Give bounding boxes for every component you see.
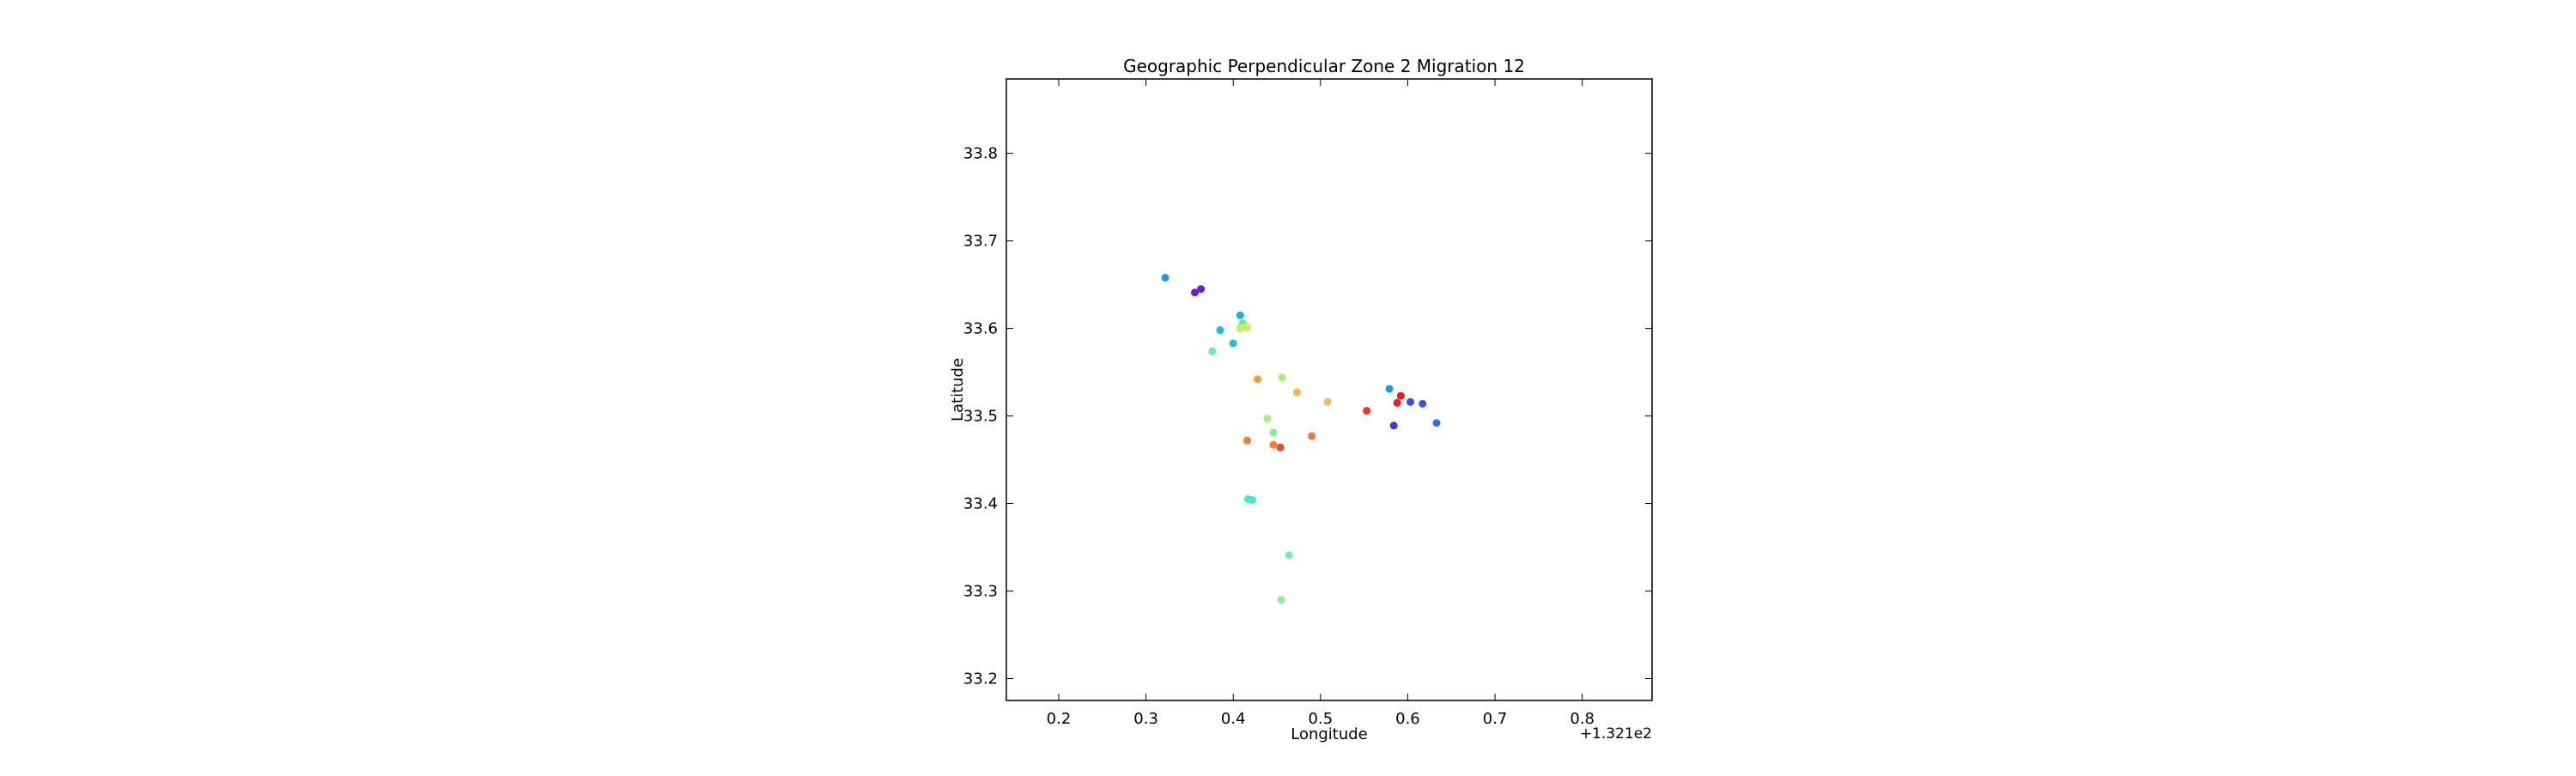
data-point (1292, 388, 1301, 397)
data-point (1419, 399, 1427, 408)
data-point (1393, 398, 1401, 407)
data-point (1323, 397, 1332, 406)
plot-area-frame (1005, 78, 1653, 701)
data-point (1269, 440, 1278, 449)
data-point (1197, 285, 1206, 294)
data-point (1242, 436, 1251, 445)
data-point (1161, 273, 1170, 282)
x-tick-label: 0.4 (1221, 710, 1246, 728)
data-point (1285, 551, 1293, 560)
chart-title: Geographic Perpendicular Zone 2 Migratio… (1123, 56, 1525, 76)
data-point (1254, 375, 1262, 384)
y-tick-label: 33.3 (963, 583, 998, 601)
data-point (1276, 443, 1285, 452)
y-tick-label: 33.8 (963, 145, 998, 163)
data-point (1216, 326, 1224, 335)
y-tick-label: 33.7 (963, 233, 998, 251)
data-point (1277, 596, 1285, 604)
data-point (1191, 288, 1200, 297)
y-tick-label: 33.2 (963, 670, 998, 688)
y-axis-label: Latitude (949, 358, 967, 421)
x-tick-label: 0.3 (1133, 710, 1158, 728)
x-tick-label: 0.6 (1395, 710, 1420, 728)
data-point (1385, 385, 1394, 393)
data-point (1236, 311, 1244, 319)
data-point (1432, 419, 1441, 427)
x-axis-label: Longitude (1291, 725, 1368, 743)
data-point (1242, 324, 1251, 332)
data-point (1249, 495, 1257, 504)
data-point (1308, 432, 1316, 440)
x-tick-label: 0.7 (1483, 710, 1508, 728)
data-point (1363, 406, 1371, 415)
data-point (1396, 391, 1405, 400)
y-tick-label: 33.5 (963, 408, 998, 426)
x-tick-label: 0.2 (1047, 710, 1072, 728)
x-tick-label: 0.5 (1309, 710, 1334, 728)
y-axis-ticks: 33.2 33.3 33.4 33.5 33.6 33.7 33.8 (963, 145, 1652, 688)
data-point (1278, 373, 1286, 382)
x-axis-ticks: 0.2 0.3 0.4 0.5 0.6 0.7 0.8 (1047, 79, 1595, 728)
data-point (1208, 347, 1217, 355)
y-tick-label: 33.4 (963, 495, 998, 513)
x-axis-offset-label: +1.321e2 (1580, 725, 1652, 743)
data-point (1229, 339, 1237, 348)
data-point (1269, 428, 1278, 437)
data-point (1263, 415, 1272, 423)
y-tick-label: 33.6 (963, 320, 998, 338)
data-point (1406, 397, 1415, 406)
data-point (1389, 421, 1398, 430)
data-points (1161, 273, 1441, 604)
x-tick-label: 0.8 (1570, 710, 1595, 728)
